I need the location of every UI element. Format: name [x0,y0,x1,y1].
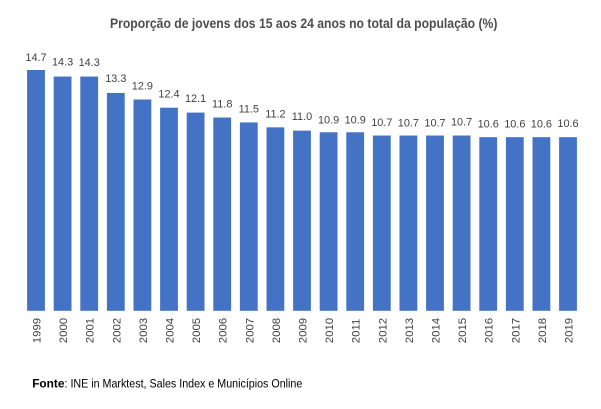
svg-text:10.7: 10.7 [424,118,445,130]
svg-text:12.1: 12.1 [185,93,206,105]
svg-text:2009: 2009 [298,318,310,343]
svg-text:11.2: 11.2 [265,108,285,120]
svg-text:2013: 2013 [404,318,416,343]
svg-text:2002: 2002 [111,318,123,343]
svg-text:10.7: 10.7 [451,117,472,129]
svg-text:10.7: 10.7 [398,118,419,130]
svg-text:10.6: 10.6 [504,118,525,130]
svg-text:12.9: 12.9 [132,81,153,93]
svg-text:2003: 2003 [138,318,150,343]
svg-text:11.8: 11.8 [212,99,232,111]
svg-text:2016: 2016 [484,318,496,343]
svg-text:2006: 2006 [218,318,230,343]
svg-text:14.3: 14.3 [52,57,73,69]
svg-text:2001: 2001 [85,318,97,343]
svg-text:2005: 2005 [191,318,203,343]
svg-text:1999: 1999 [32,318,44,343]
svg-text:2017: 2017 [510,318,522,343]
svg-text:2015: 2015 [457,318,469,343]
svg-text:2012: 2012 [377,318,389,343]
svg-text:2011: 2011 [351,319,363,344]
svg-text:2000: 2000 [58,318,70,343]
svg-text:11.0: 11.0 [292,111,312,123]
svg-text:10.9: 10.9 [345,114,366,126]
svg-text:11.5: 11.5 [239,103,259,115]
svg-text:Fonte: Fonte [32,377,65,391]
svg-text:2010: 2010 [324,318,336,343]
svg-text:10.6: 10.6 [531,118,552,130]
svg-text:14.3: 14.3 [79,57,100,69]
svg-text:10.6: 10.6 [478,118,499,130]
svg-text:2004: 2004 [165,318,177,343]
svg-text:Proporção de jovens dos 15 aos: Proporção de jovens dos 15 aos 24 anos n… [110,16,498,31]
svg-text:: INE in Marktest, Sales Index: : INE in Marktest, Sales Index e Municíp… [65,377,303,391]
svg-text:10.6: 10.6 [557,118,578,130]
svg-text:2019: 2019 [564,318,576,343]
svg-text:2007: 2007 [244,318,256,343]
svg-text:10.9: 10.9 [318,114,339,126]
svg-text:10.7: 10.7 [371,117,392,129]
svg-text:14.7: 14.7 [25,52,46,64]
svg-text:2018: 2018 [537,318,549,343]
svg-text:2014: 2014 [431,318,443,343]
svg-text:2008: 2008 [271,318,283,343]
svg-text:13.3: 13.3 [105,73,126,85]
svg-text:12.4: 12.4 [158,89,179,101]
